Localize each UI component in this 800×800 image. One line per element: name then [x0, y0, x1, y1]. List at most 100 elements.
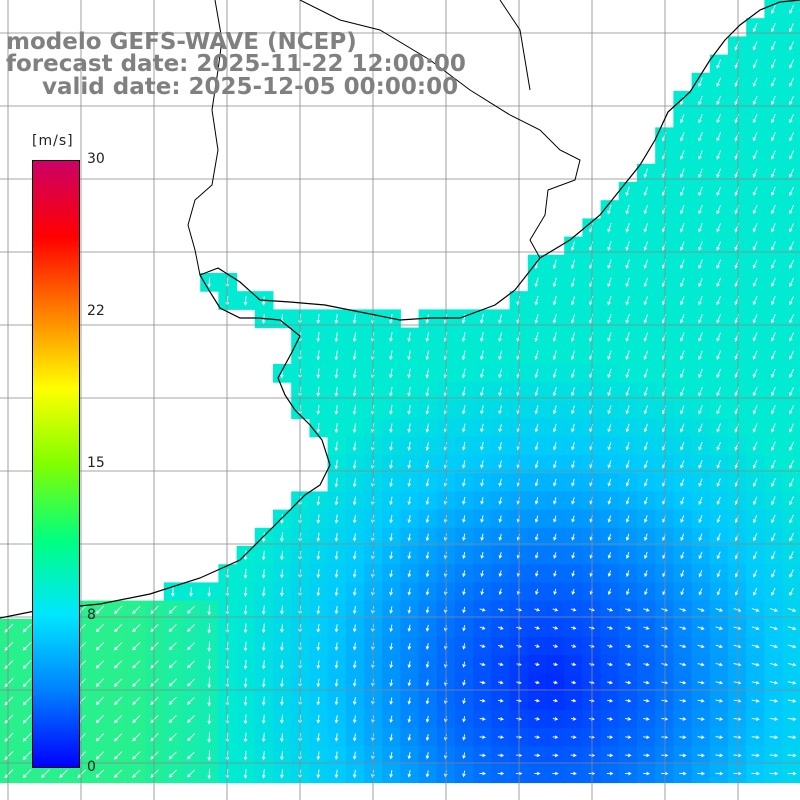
wind-arrow	[316, 423, 321, 434]
wind-arrow	[407, 441, 411, 451]
wind-arrow	[334, 441, 339, 452]
wind-arrow	[243, 678, 248, 688]
wind-arrow	[607, 626, 614, 630]
wind-arrow	[132, 660, 141, 669]
wind-arrow	[607, 368, 612, 379]
wind-arrow	[698, 533, 703, 542]
wind-arrow	[534, 350, 539, 361]
colorbar-tick-label: 30	[87, 151, 105, 167]
wind-arrow	[715, 644, 723, 649]
wind-arrow	[571, 588, 576, 595]
wind-arrow	[698, 186, 703, 197]
wind-arrow	[625, 698, 632, 703]
wind-arrow	[316, 551, 321, 561]
wind-arrow	[498, 460, 502, 469]
wind-arrow	[715, 608, 723, 612]
wind-arrow	[606, 608, 614, 612]
wind-arrow	[680, 113, 685, 124]
wind-arrow	[535, 588, 539, 596]
wind-arrow	[407, 697, 412, 705]
wind-arrow	[751, 608, 760, 612]
wind-arrow	[769, 771, 779, 776]
wind-arrow	[497, 608, 504, 612]
wind-arrow	[770, 314, 776, 324]
wind-arrow	[552, 442, 557, 451]
wind-arrow	[316, 569, 321, 579]
wind-arrow	[316, 368, 321, 379]
wind-arrow	[498, 662, 504, 667]
wind-arrow	[733, 753, 742, 758]
wind-arrow	[715, 717, 724, 721]
wind-arrow	[570, 644, 577, 648]
wind-arrow	[113, 751, 123, 760]
wind-arrow	[461, 441, 466, 451]
wind-arrow	[625, 644, 632, 648]
wind-arrow	[316, 496, 321, 506]
wind-arrow	[770, 332, 776, 342]
wind-arrow	[552, 771, 559, 776]
wind-arrow	[4, 750, 14, 760]
wind-arrow	[607, 387, 612, 397]
wind-arrow	[625, 350, 630, 361]
wind-arrow	[752, 205, 758, 215]
wind-arrow	[4, 678, 14, 688]
wind-arrow	[534, 533, 539, 541]
wind-arrow	[189, 586, 193, 597]
wind-arrow	[498, 313, 503, 324]
wind-arrow	[280, 569, 284, 579]
wind-arrow	[132, 605, 141, 614]
wind-arrow	[770, 387, 776, 397]
wind-arrow	[425, 679, 430, 687]
wind-arrow	[680, 368, 685, 379]
wind-arrow	[789, 332, 795, 342]
wind-arrow	[789, 114, 795, 124]
wind-arrow	[150, 642, 159, 651]
wind-arrow	[679, 626, 687, 630]
wind-arrow	[207, 750, 211, 762]
wind-arrow	[425, 460, 430, 469]
wind-arrow	[389, 624, 393, 633]
wind-arrow	[789, 4, 795, 15]
wind-arrow	[643, 753, 650, 758]
wind-arrow	[752, 423, 758, 433]
wind-arrow	[698, 77, 703, 87]
wind-arrow	[716, 460, 721, 469]
wind-arrow	[625, 497, 630, 505]
wind-arrow	[770, 423, 776, 433]
wind-arrow	[150, 714, 159, 724]
colorbar-units: [m/s]	[32, 133, 74, 149]
wind-arrow	[751, 717, 760, 721]
wind-arrow	[679, 644, 687, 649]
wind-arrow	[150, 623, 159, 633]
wind-arrow	[168, 678, 177, 687]
wind-arrow	[698, 441, 703, 451]
wind-arrow	[22, 769, 32, 779]
wind-arrow	[661, 753, 669, 758]
wind-arrow	[698, 386, 703, 397]
wind-arrow	[352, 404, 357, 415]
wind-arrow	[316, 696, 321, 706]
wind-arrow	[607, 332, 612, 342]
wind-arrow	[787, 717, 797, 721]
wind-arrow	[643, 496, 648, 505]
wind-arrow	[643, 186, 649, 197]
wind-arrow	[625, 314, 630, 324]
wind-arrow	[770, 168, 776, 178]
wind-arrow	[334, 532, 339, 542]
wind-arrow	[698, 241, 703, 251]
wind-arrow	[389, 661, 393, 669]
wind-arrow	[407, 460, 412, 469]
wind-arrow	[644, 515, 648, 523]
wind-arrow	[715, 771, 724, 776]
wind-arrow	[751, 753, 760, 758]
wind-arrow	[497, 753, 505, 758]
wind-arrow	[498, 423, 502, 433]
wind-arrow	[243, 568, 248, 579]
wind-arrow	[316, 332, 321, 343]
wind-arrow	[462, 734, 466, 741]
wind-arrow	[771, 459, 776, 469]
wind-arrow	[644, 551, 648, 560]
wind-arrow	[570, 332, 576, 342]
wind-arrow	[498, 680, 504, 685]
